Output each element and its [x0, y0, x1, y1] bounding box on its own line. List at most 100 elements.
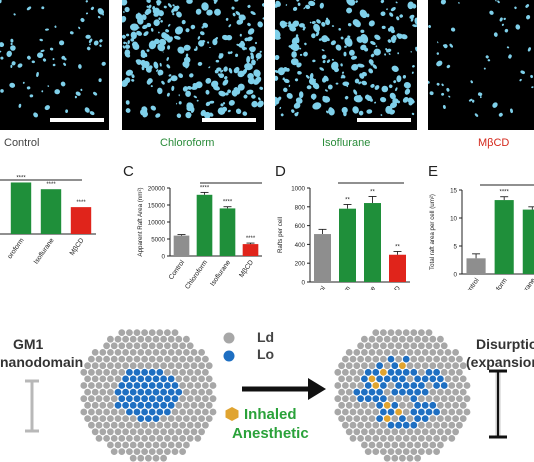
raft-particle: [348, 49, 355, 56]
lo-lipid: [425, 368, 433, 376]
raft-particle: [446, 64, 451, 69]
raft-particle: [52, 58, 55, 61]
ld-lipid: [452, 362, 459, 370]
ld-lipid: [209, 382, 217, 389]
ld-lipid: [429, 441, 437, 449]
raft-particle: [80, 88, 83, 91]
ld-lipid: [338, 375, 345, 383]
lo-lipid: [156, 408, 164, 416]
raft-particle: [514, 6, 517, 10]
significance-stars: **: [345, 197, 350, 203]
raft-particle: [390, 6, 396, 12]
raft-particle: [185, 65, 189, 69]
ld-lipid: [137, 335, 145, 343]
ld-lipid: [391, 454, 399, 462]
lo-lipid: [114, 401, 122, 409]
raft-particle: [178, 101, 182, 105]
ld-lipid: [91, 415, 99, 422]
raft-particle: [275, 36, 281, 40]
raft-particle: [126, 33, 130, 37]
raft-particle: [187, 113, 192, 118]
raft-particle: [403, 82, 411, 89]
x-tick-label: Isoflurane: [33, 237, 56, 266]
raft-particle: [311, 33, 316, 39]
ld-lipid: [399, 454, 406, 462]
raft-particle: [10, 38, 14, 43]
ld-lipid: [406, 454, 414, 462]
lo-lipid: [353, 388, 361, 396]
raft-particle: [213, 0, 218, 3]
ld-lipid: [126, 435, 133, 442]
ld-lipid: [437, 428, 444, 436]
ld-lipid: [380, 342, 387, 350]
raft-particle: [352, 106, 359, 114]
ld-lipid: [99, 388, 107, 396]
raft-particle: [283, 87, 288, 93]
ld-lipid: [137, 441, 145, 449]
raft-particle: [370, 53, 375, 58]
anesthetic-label-line2: Anesthetic: [232, 425, 309, 442]
raft-particle: [124, 49, 131, 57]
ld-lipid: [107, 335, 114, 343]
ld-lipid: [194, 382, 202, 389]
raft-particle: [294, 112, 299, 117]
raft-particle: [285, 4, 288, 6]
ld-lipid: [418, 368, 425, 376]
raft-particle: [40, 49, 45, 53]
ld-lipid: [118, 435, 126, 442]
raft-particle: [497, 0, 500, 4]
raft-particle: [10, 64, 13, 68]
raft-particle: [190, 107, 195, 113]
lo-lipid: [414, 401, 421, 409]
ld-lipid: [334, 408, 342, 416]
raft-particle: [298, 71, 302, 75]
lo-lipid: [133, 408, 141, 416]
lo-lipid: [175, 388, 183, 396]
ld-lipid: [364, 342, 372, 350]
ld-lipid: [380, 435, 387, 442]
ld-lipid: [410, 329, 418, 336]
raft-particle: [243, 94, 248, 99]
lo-lipid: [364, 395, 372, 403]
raft-particle: [275, 75, 279, 81]
raft-particle: [146, 0, 151, 3]
anesthetic-hexagon-icon: [225, 407, 239, 421]
y-tick-label: 1000: [291, 186, 305, 193]
raft-particle: [386, 48, 392, 53]
lo-lipid: [429, 401, 437, 409]
raft-particle: [97, 15, 101, 19]
ld-lipid: [406, 401, 414, 409]
raft-particle: [247, 28, 255, 35]
raft-particle: [130, 23, 139, 31]
raft-particle: [396, 16, 400, 21]
raft-particle: [160, 19, 163, 23]
lo-lipid: [114, 388, 122, 396]
ld-lipid: [167, 335, 175, 343]
ld-lipid: [110, 408, 118, 416]
ld-lipid: [84, 401, 91, 409]
raft-particle: [161, 80, 165, 85]
anesthetic-molecule: [399, 362, 406, 370]
ld-lipid: [349, 435, 357, 442]
ld-lipid: [414, 454, 421, 462]
lo-lipid: [399, 388, 406, 396]
ld-lipid: [353, 375, 361, 383]
ld-lipid: [437, 349, 444, 356]
x-tick-label: Chloroform: [484, 277, 509, 290]
raft-particle: [213, 85, 220, 91]
raft-particle: [150, 85, 153, 88]
ld-lipid: [406, 375, 414, 383]
ld-lipid: [167, 428, 175, 436]
ld-lipid: [164, 435, 171, 442]
x-tick-label: Chloroform: [327, 285, 352, 290]
raft-particle: [241, 14, 245, 18]
ld-lipid: [110, 448, 118, 455]
raft-particle: [324, 89, 328, 92]
ld-lipid: [114, 415, 122, 422]
ld-lipid: [126, 421, 133, 429]
ld-lipid: [452, 388, 459, 396]
raft-particle: [441, 83, 444, 87]
legend-lo-dot: [223, 350, 235, 362]
ld-lipid: [342, 355, 349, 363]
anesthetic-label-line1: Inhaled: [244, 406, 297, 423]
